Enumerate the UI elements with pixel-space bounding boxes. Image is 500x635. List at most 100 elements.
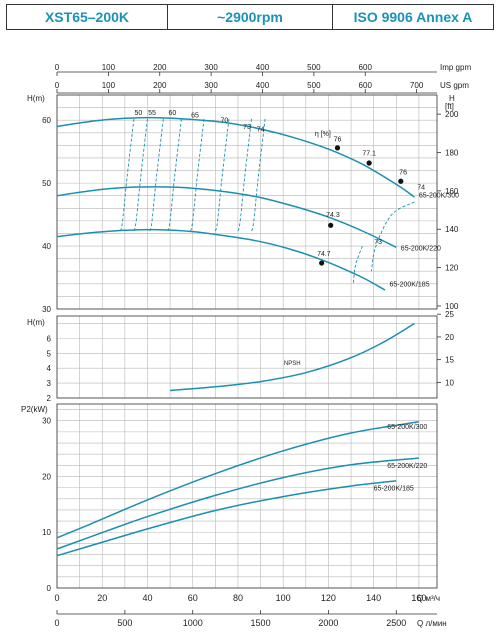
npsh-ft-tick: 10 xyxy=(445,378,454,387)
npsh-curve-0 xyxy=(170,322,415,392)
power-series-label-300: 65-200K/300 xyxy=(387,424,427,431)
power-ytick: 10 xyxy=(42,528,51,537)
imp-gpm-label: Imp gpm xyxy=(440,63,471,72)
efficiency-label: 77.1 xyxy=(362,150,376,157)
iso-efficiency-line-2 xyxy=(149,118,164,232)
x-tick-lmin: 500 xyxy=(117,618,132,628)
us-gpm-tick: 600 xyxy=(359,81,373,90)
x-tick-lmin: 1500 xyxy=(251,618,271,628)
x-label-lmin: Q л/мин xyxy=(417,619,447,628)
head-frame xyxy=(56,94,438,310)
head-ft-tick: 100 xyxy=(445,302,459,311)
bep-marker xyxy=(334,145,341,151)
npsh-ft-tick: 15 xyxy=(445,356,454,365)
head-ytick: 30 xyxy=(42,305,51,314)
head-ytick: 40 xyxy=(42,242,51,251)
x-tick-m3h: 140 xyxy=(366,593,381,603)
head-ytick: 50 xyxy=(42,179,51,188)
head-curve-2 xyxy=(56,228,386,291)
head-series-label-185: 65-200K/185 xyxy=(390,281,430,288)
efficiency-label: 65 xyxy=(191,113,199,120)
us-gpm-tick: 100 xyxy=(102,81,116,90)
imp-gpm-tick: 400 xyxy=(256,63,270,72)
efficiency-title: η [%] xyxy=(315,131,331,138)
head-curve-0 xyxy=(56,116,415,198)
efficiency-label: 73 xyxy=(243,124,251,131)
npsh-ytick: 5 xyxy=(47,349,52,358)
power-frame xyxy=(56,403,438,589)
power-ylabel: P2(kW) xyxy=(21,405,48,414)
us-gpm-tick: 700 xyxy=(410,81,424,90)
npsh-ft-tick: 25 xyxy=(445,310,454,319)
head-ft-tick: 140 xyxy=(445,225,459,234)
iso-efficiency-line-4 xyxy=(190,118,205,232)
head-series-label-300: 65-200K/300 xyxy=(419,193,459,200)
iso-efficiency-line-1 xyxy=(133,118,148,232)
iso-efficiency-line-6 xyxy=(237,118,252,232)
power-curve-0 xyxy=(56,421,420,539)
efficiency-label: 74 xyxy=(257,127,265,134)
npsh-ytick: 6 xyxy=(47,334,52,343)
npsh-ytick: 3 xyxy=(47,379,52,388)
imp-gpm-tick: 100 xyxy=(102,63,116,72)
efficiency-label: 73 xyxy=(374,239,382,246)
us-gpm-tick: 0 xyxy=(55,81,60,90)
npsh-ytick: 2 xyxy=(47,394,52,403)
iso-efficiency-line-right xyxy=(370,201,415,272)
npsh-series-label: NPSH xyxy=(284,361,301,367)
test-standard: ISO 9906 Annex A xyxy=(353,9,473,25)
x-tick-m3h: 80 xyxy=(233,593,243,603)
head-ylabel-right-1: H xyxy=(449,94,455,103)
iso-efficiency-line-right-2 xyxy=(352,245,363,284)
head-ft-tick: 180 xyxy=(445,149,459,158)
pump-speed: ~2900rpm xyxy=(168,5,333,29)
imp-gpm-tick: 500 xyxy=(307,63,321,72)
bep-marker xyxy=(328,222,334,228)
x-tick-lmin: 2000 xyxy=(318,618,338,628)
efficiency-label: 70 xyxy=(220,118,228,125)
head-ft-tick: 200 xyxy=(445,110,459,119)
us-gpm-tick: 300 xyxy=(204,81,218,90)
x-tick-m3h: 0 xyxy=(54,593,59,603)
head-series-label-220: 65-200K/220 xyxy=(401,245,441,252)
x-tick-m3h: 60 xyxy=(188,593,198,603)
iso-efficiency-line-5 xyxy=(214,118,230,232)
us-gpm-label: US gpm xyxy=(440,81,469,90)
pump-model: XST65–200K xyxy=(7,5,168,29)
efficiency-label: 55 xyxy=(148,110,156,117)
npsh-ft-tick: 20 xyxy=(445,333,454,342)
iso-efficiency-line-3 xyxy=(167,118,182,232)
power-ytick: 0 xyxy=(47,584,52,593)
x-tick-lmin: 2500 xyxy=(386,618,406,628)
efficiency-label: 50 xyxy=(135,110,143,117)
x-tick-lmin: 1000 xyxy=(183,618,203,628)
head-ft-tick: 160 xyxy=(445,187,459,196)
head-ft-tick: 120 xyxy=(445,264,459,273)
iso-efficiency-line-7 xyxy=(251,118,266,232)
x-tick-m3h: 20 xyxy=(97,593,107,603)
x-tick-m3h: 100 xyxy=(276,593,291,603)
bep-marker xyxy=(398,178,404,184)
head-ylabel-right-2: [ft] xyxy=(445,102,454,111)
header-table: XST65–200K ~2900rpm ISO 9906 Annex A xyxy=(6,4,494,30)
imp-gpm-tick: 600 xyxy=(359,63,373,72)
bep-marker xyxy=(366,160,372,166)
us-gpm-tick: 200 xyxy=(153,81,167,90)
x-tick-m3h: 120 xyxy=(321,593,336,603)
npsh-ylabel: H(m) xyxy=(27,318,45,327)
efficiency-label: 74 xyxy=(417,184,425,191)
power-curve-1 xyxy=(56,457,419,550)
head-ytick: 60 xyxy=(42,116,51,125)
us-gpm-tick: 500 xyxy=(307,81,321,90)
power-curve-2 xyxy=(56,480,397,557)
npsh-frame xyxy=(56,315,438,399)
us-gpm-tick: 400 xyxy=(256,81,270,90)
imp-gpm-tick: 0 xyxy=(55,63,60,72)
efficiency-label: 76 xyxy=(399,169,407,176)
efficiency-label: 74.3 xyxy=(326,212,340,219)
x-label-m3h: Q м³/ч xyxy=(417,594,440,603)
x-tick-m3h: 160 xyxy=(411,593,426,603)
efficiency-label: 76 xyxy=(334,137,342,144)
power-ytick: 30 xyxy=(42,417,51,426)
